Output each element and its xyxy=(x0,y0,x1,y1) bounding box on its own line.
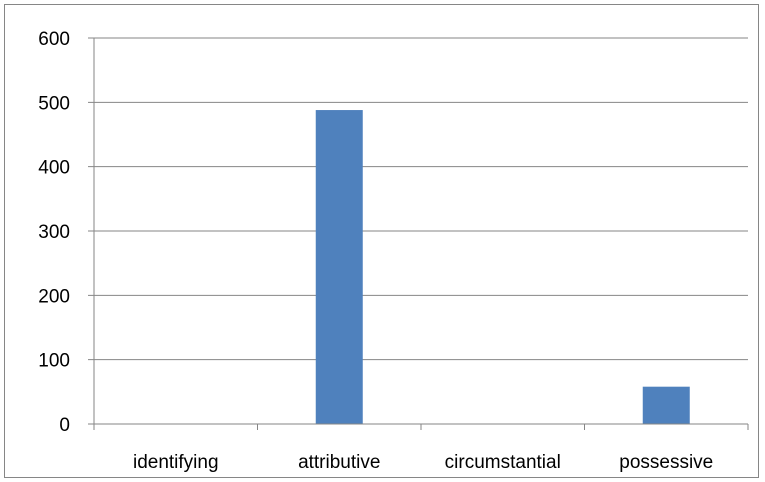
y-tick-labels: 0 100 200 300 400 500 600 xyxy=(38,29,70,436)
bar-attributive xyxy=(315,110,363,424)
chart-frame xyxy=(4,4,759,478)
y-tick-label: 400 xyxy=(38,158,70,179)
y-tick-label: 100 xyxy=(38,351,70,372)
x-tick-label: possessive xyxy=(619,452,713,473)
bar-possessive xyxy=(642,386,690,424)
y-tick-label: 200 xyxy=(38,286,70,307)
x-tick-label: identifying xyxy=(133,452,219,473)
bars xyxy=(315,110,690,424)
y-tick-label: 0 xyxy=(59,415,70,436)
axes xyxy=(88,38,749,430)
y-tick-label: 500 xyxy=(38,93,70,114)
y-tick-label: 600 xyxy=(38,29,70,50)
gridlines xyxy=(88,37,748,361)
y-tick-label: 300 xyxy=(38,222,70,243)
x-tick-label: attributive xyxy=(298,452,380,473)
x-tick-labels: identifying attributive circumstantial poss… xyxy=(133,452,713,473)
x-tick-label: circumstantial xyxy=(445,452,561,473)
